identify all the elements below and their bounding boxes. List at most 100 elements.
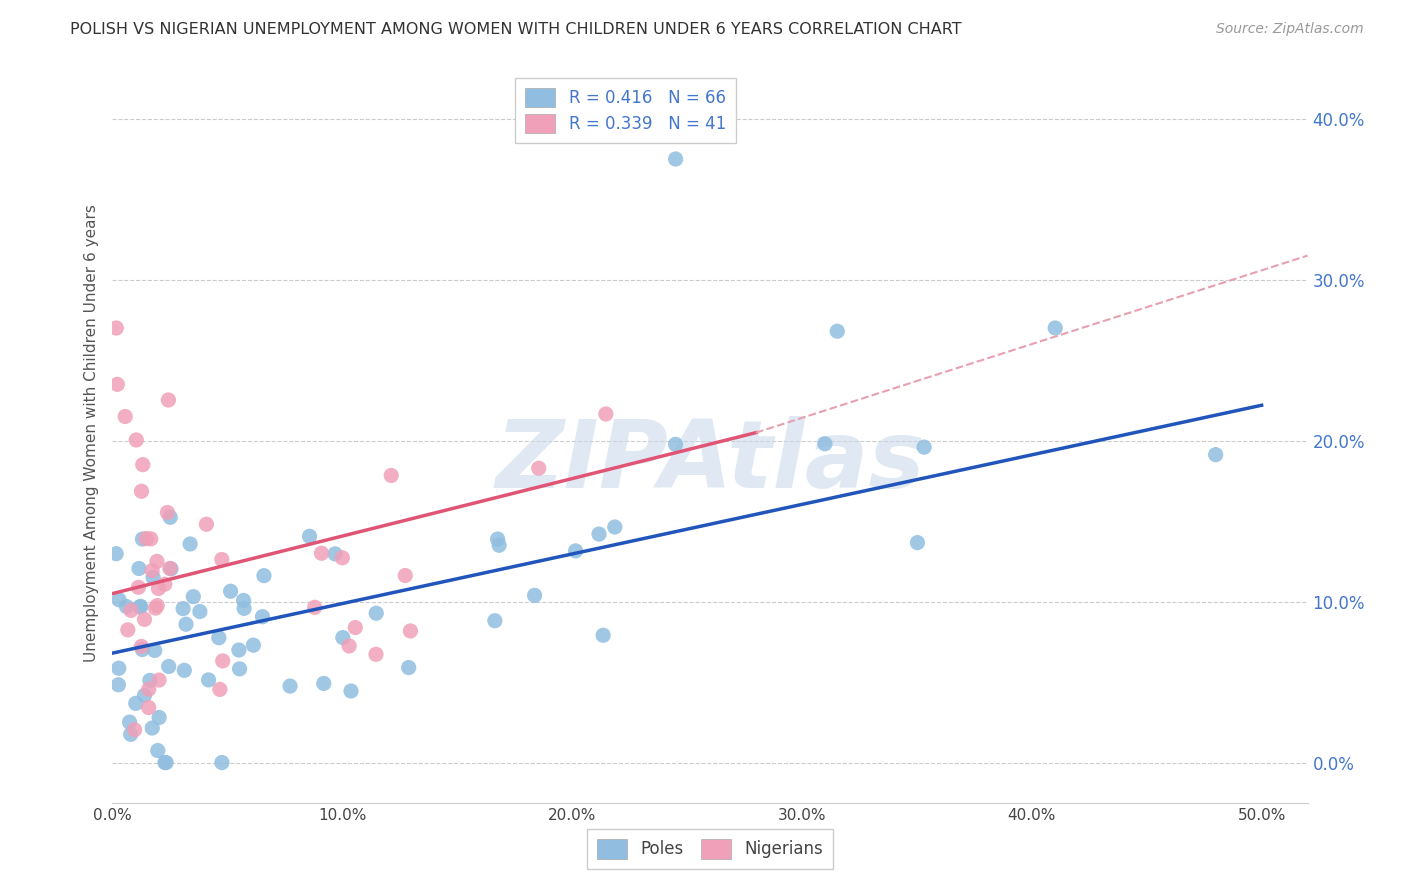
Text: POLISH VS NIGERIAN UNEMPLOYMENT AMONG WOMEN WITH CHILDREN UNDER 6 YEARS CORRELAT: POLISH VS NIGERIAN UNEMPLOYMENT AMONG WO… bbox=[70, 22, 962, 37]
Point bbox=[1045, 321, 1067, 335]
Point bbox=[148, 582, 170, 596]
Point bbox=[484, 614, 506, 628]
Point bbox=[142, 570, 165, 584]
Point bbox=[146, 599, 169, 613]
Y-axis label: Unemployment Among Women with Children Under 6 years: Unemployment Among Women with Children U… bbox=[84, 203, 100, 662]
Point bbox=[108, 592, 131, 607]
Point bbox=[366, 606, 388, 620]
Point bbox=[253, 568, 276, 582]
Point bbox=[157, 659, 180, 673]
Point bbox=[814, 437, 837, 451]
Point bbox=[1205, 448, 1227, 462]
Point bbox=[208, 631, 231, 645]
Point bbox=[527, 461, 550, 475]
Point bbox=[153, 756, 176, 770]
Point bbox=[179, 537, 201, 551]
Point bbox=[486, 532, 509, 546]
Point bbox=[125, 433, 148, 447]
Point bbox=[311, 546, 333, 560]
Point bbox=[131, 484, 153, 499]
Point bbox=[159, 510, 181, 524]
Point bbox=[173, 664, 195, 678]
Point bbox=[592, 628, 614, 642]
Point bbox=[344, 620, 367, 634]
Point bbox=[219, 584, 242, 599]
Point bbox=[364, 648, 387, 662]
Point bbox=[124, 723, 146, 737]
Point bbox=[135, 532, 157, 546]
Point bbox=[139, 532, 162, 546]
Point bbox=[160, 562, 183, 576]
Point bbox=[105, 547, 128, 561]
Point bbox=[141, 721, 163, 735]
Point bbox=[323, 547, 346, 561]
Point bbox=[337, 639, 360, 653]
Point bbox=[211, 756, 233, 770]
Point bbox=[399, 624, 422, 638]
Point bbox=[127, 580, 149, 594]
Point bbox=[141, 564, 163, 578]
Point bbox=[120, 603, 142, 617]
Text: Source: ZipAtlas.com: Source: ZipAtlas.com bbox=[1216, 22, 1364, 37]
Point bbox=[128, 561, 150, 575]
Point bbox=[120, 727, 142, 741]
Point bbox=[595, 407, 617, 421]
Point bbox=[156, 506, 179, 520]
Point bbox=[665, 152, 688, 166]
Legend: Poles, Nigerians: Poles, Nigerians bbox=[588, 830, 832, 869]
Point bbox=[564, 544, 586, 558]
Point bbox=[159, 561, 181, 575]
Point bbox=[398, 660, 420, 674]
Point bbox=[128, 599, 150, 614]
Point bbox=[134, 612, 156, 626]
Point bbox=[298, 529, 321, 543]
Point bbox=[488, 538, 510, 552]
Point bbox=[153, 577, 176, 591]
Point bbox=[181, 590, 204, 604]
Point bbox=[117, 623, 139, 637]
Point bbox=[208, 682, 231, 697]
Point bbox=[332, 631, 354, 645]
Point bbox=[242, 638, 264, 652]
Point bbox=[107, 678, 129, 692]
Point bbox=[105, 377, 128, 392]
Point bbox=[129, 599, 152, 614]
Point bbox=[148, 673, 170, 687]
Point bbox=[664, 437, 686, 451]
Point bbox=[195, 517, 218, 532]
Point bbox=[312, 676, 335, 690]
Point bbox=[131, 642, 153, 657]
Point bbox=[233, 601, 256, 615]
Text: ZIPAtlas: ZIPAtlas bbox=[495, 417, 925, 508]
Point bbox=[825, 324, 848, 338]
Point bbox=[172, 601, 194, 615]
Point bbox=[118, 715, 141, 730]
Point bbox=[131, 532, 153, 546]
Point bbox=[211, 552, 233, 566]
Point bbox=[907, 535, 929, 549]
Point bbox=[588, 527, 610, 541]
Point bbox=[912, 440, 935, 454]
Point bbox=[394, 568, 416, 582]
Point bbox=[252, 609, 274, 624]
Point bbox=[145, 601, 167, 615]
Point bbox=[228, 662, 250, 676]
Point bbox=[146, 554, 169, 568]
Point bbox=[197, 673, 219, 687]
Point bbox=[146, 743, 169, 757]
Point bbox=[157, 392, 180, 407]
Point bbox=[131, 640, 153, 654]
Point bbox=[125, 697, 148, 711]
Point bbox=[148, 710, 170, 724]
Point bbox=[330, 550, 353, 565]
Point bbox=[174, 617, 197, 632]
Point bbox=[232, 593, 254, 607]
Point bbox=[138, 682, 160, 697]
Point bbox=[340, 684, 363, 698]
Point bbox=[105, 321, 128, 335]
Point bbox=[115, 599, 138, 614]
Point bbox=[114, 409, 136, 424]
Point bbox=[139, 673, 162, 688]
Point bbox=[211, 654, 233, 668]
Point bbox=[188, 605, 211, 619]
